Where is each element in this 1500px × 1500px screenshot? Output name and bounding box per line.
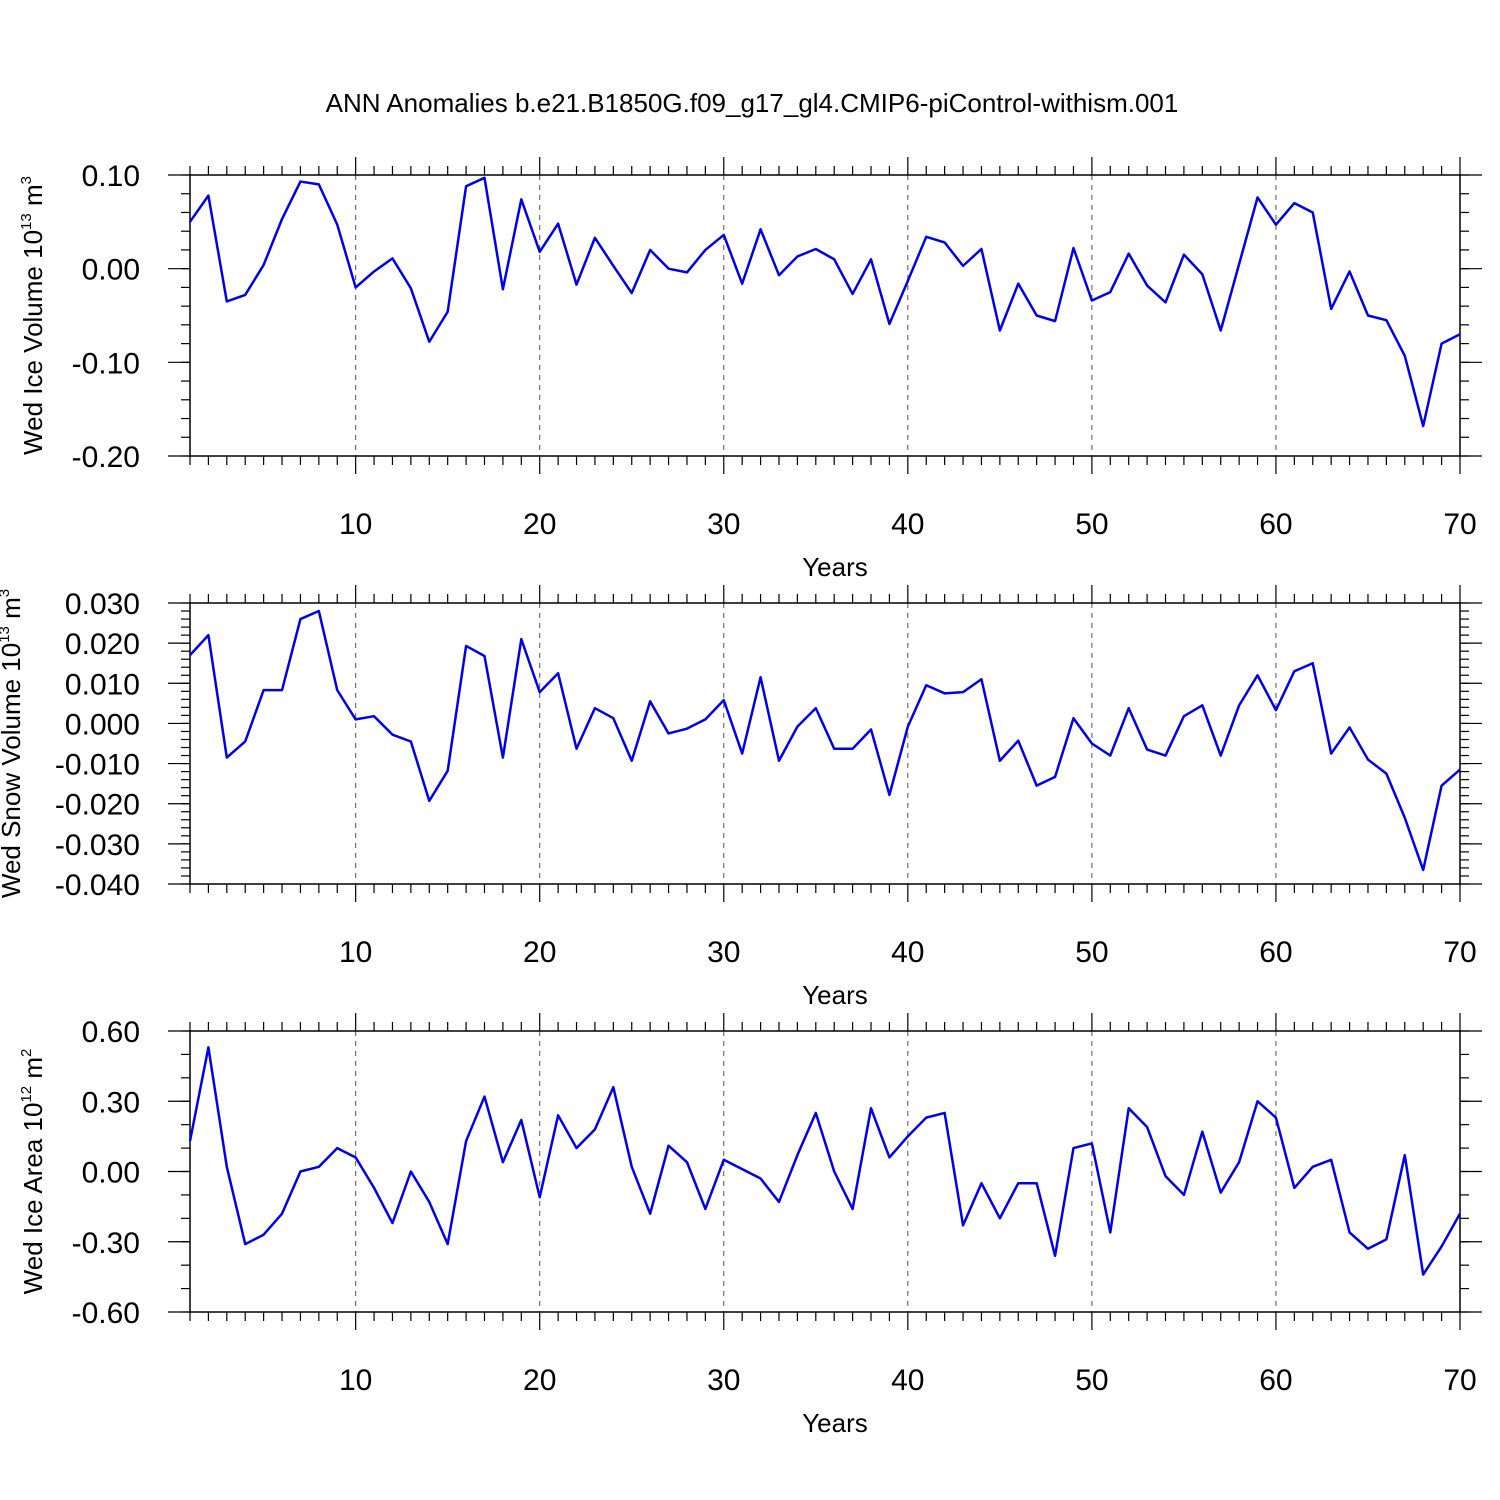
y-axis-label-superscript: 3 bbox=[18, 176, 35, 184]
y-tick-label: 0.10 bbox=[82, 160, 140, 193]
y-tick-label: -0.040 bbox=[55, 869, 140, 902]
x-tick-label: 70 bbox=[1443, 508, 1476, 541]
x-tick-label: 10 bbox=[339, 936, 372, 969]
y-tick-label: 0.00 bbox=[82, 1157, 140, 1190]
x-tick-label: 40 bbox=[891, 936, 924, 969]
x-tick-label: 70 bbox=[1443, 936, 1476, 969]
y-axis-label-superscript: 13 bbox=[18, 213, 35, 230]
x-tick-label: 10 bbox=[339, 508, 372, 541]
series-line bbox=[188, 1046, 1462, 1276]
x-axis-label: Years bbox=[802, 552, 868, 582]
chart-panel-2: 10 20 30 40 50 60 70 0.030 0.020 0.010 0.000 -0.010… bbox=[0, 585, 1482, 1010]
panels: 10 20 30 40 50 60 70 0.10 0.00 -0.10 -0.20 Years Wed… bbox=[0, 157, 1482, 1438]
x-tick-label: 50 bbox=[1075, 508, 1108, 541]
plot-frame bbox=[189, 1030, 1461, 1313]
x-tick-label: 70 bbox=[1443, 1364, 1476, 1397]
y-tick-label: 0.010 bbox=[65, 668, 140, 701]
y-tick-label: -0.20 bbox=[72, 441, 140, 474]
y-tick-label: 0.000 bbox=[65, 708, 140, 741]
y-tick-label: -0.020 bbox=[55, 789, 140, 822]
plot-frame bbox=[189, 602, 1461, 885]
y-axis-label-text: Wed Ice Area 10 bbox=[18, 1103, 48, 1295]
x-tick-label: 30 bbox=[707, 508, 740, 541]
x-tick-label: 20 bbox=[523, 508, 556, 541]
x-tick-label: 30 bbox=[707, 1364, 740, 1397]
y-tick-label: -0.30 bbox=[72, 1227, 140, 1260]
y-axis-label-text: Wed Snow Volume 10 bbox=[0, 643, 26, 898]
chart-panel-1: 10 20 30 40 50 60 70 0.10 0.00 -0.10 -0.20 Years Wed… bbox=[18, 157, 1482, 582]
chart-panel-3: 10 20 30 40 50 60 70 0.60 0.30 0.00 -0.30 -0.60 Year… bbox=[18, 1013, 1482, 1438]
x-tick-label: 50 bbox=[1075, 936, 1108, 969]
y-axis-label-superscript: 2 bbox=[18, 1049, 35, 1057]
x-tick-label: 10 bbox=[339, 1364, 372, 1397]
x-tick-label: 20 bbox=[523, 936, 556, 969]
y-tick-label: 0.30 bbox=[82, 1086, 140, 1119]
y-tick-label: -0.010 bbox=[55, 749, 140, 782]
y-axis-label-text: Wed Ice Volume 10 bbox=[18, 230, 48, 455]
x-tick-label: 40 bbox=[891, 508, 924, 541]
y-tick-label: 0.020 bbox=[65, 628, 140, 661]
y-axis-label-superscript: 12 bbox=[18, 1086, 35, 1103]
x-axis-label: Years bbox=[802, 1408, 868, 1438]
y-axis-label-text: m bbox=[0, 597, 26, 626]
y-axis-label-superscript: 3 bbox=[0, 589, 13, 597]
y-axis-label: Wed Ice Volume 1013 m3 bbox=[18, 176, 48, 455]
y-axis-label-text: m bbox=[18, 1057, 48, 1086]
y-tick-label: -0.10 bbox=[72, 347, 140, 380]
x-tick-label: 20 bbox=[523, 1364, 556, 1397]
y-axis-label-text: m bbox=[18, 184, 48, 213]
x-tick-label: 30 bbox=[707, 936, 740, 969]
y-tick-label: -0.030 bbox=[55, 829, 140, 862]
x-tick-label: 60 bbox=[1259, 936, 1292, 969]
series-line bbox=[189, 609, 1461, 872]
series-line bbox=[188, 176, 1461, 428]
x-tick-label: 50 bbox=[1075, 1364, 1108, 1397]
y-axis-label: Wed Ice Area 1012 m2 bbox=[18, 1049, 48, 1295]
y-axis-label: Wed Snow Volume 1013 m3 bbox=[0, 589, 26, 898]
x-tick-label: 40 bbox=[891, 1364, 924, 1397]
plot-frame bbox=[189, 174, 1461, 457]
y-tick-label: 0.030 bbox=[65, 588, 140, 621]
y-tick-label: -0.60 bbox=[72, 1297, 140, 1330]
x-tick-label: 60 bbox=[1259, 508, 1292, 541]
y-tick-label: 0.00 bbox=[82, 254, 140, 287]
y-tick-label: 0.60 bbox=[82, 1016, 140, 1049]
x-axis-label: Years bbox=[802, 980, 868, 1010]
x-tick-label: 60 bbox=[1259, 1364, 1292, 1397]
figure-title: ANN Anomalies b.e21.B1850G.f09_g17_gl4.C… bbox=[326, 88, 1179, 118]
y-axis-label-superscript: 13 bbox=[0, 626, 13, 643]
